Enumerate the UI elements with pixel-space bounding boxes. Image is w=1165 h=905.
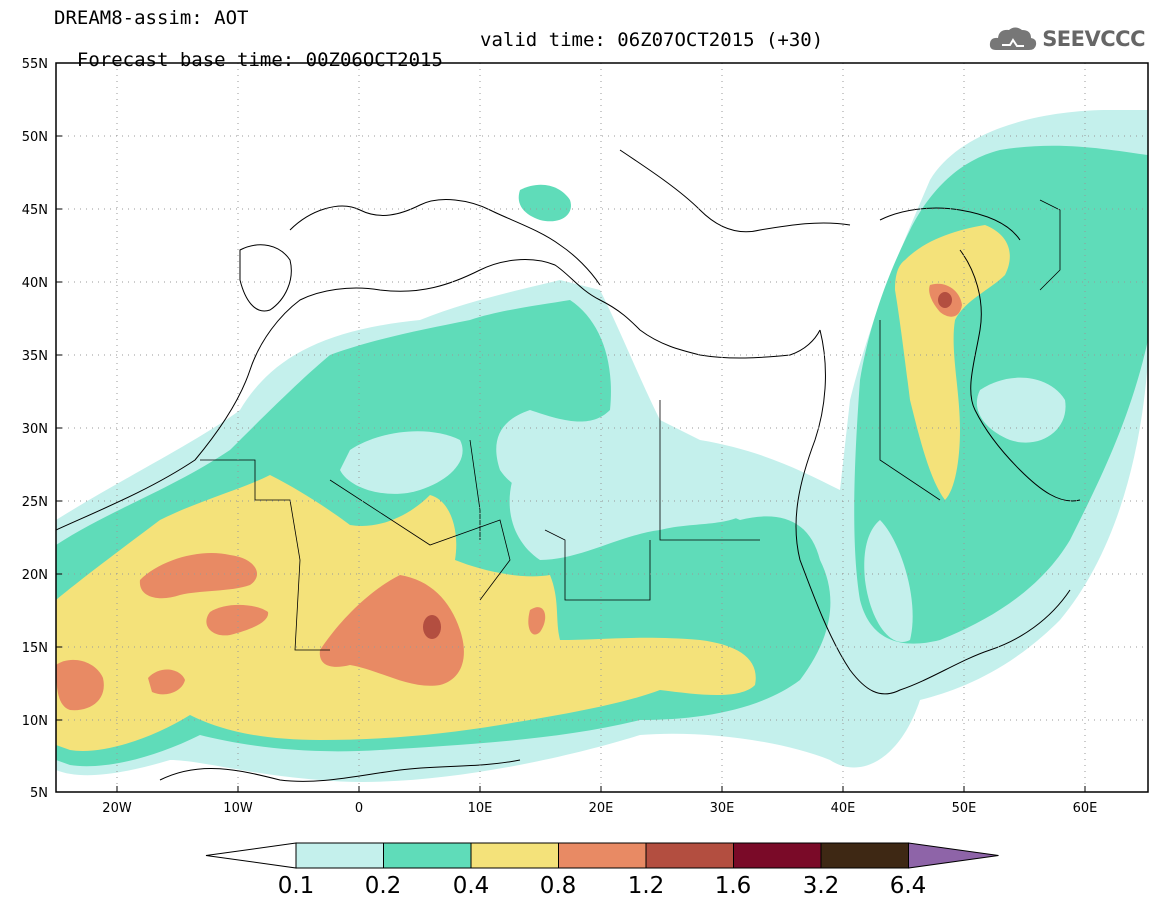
coastlines <box>56 149 1081 782</box>
aot-level-0.8 <box>56 283 962 711</box>
lon-label: 20E <box>589 801 614 816</box>
lon-label: 10W <box>223 801 253 816</box>
lon-label: 30E <box>710 801 735 816</box>
valid-time: valid time: 06Z07OCT2015 (+30) <box>480 29 824 51</box>
colorbar-label: 1.6 <box>715 873 752 899</box>
aot-level-0.1-holes <box>340 377 1066 642</box>
lon-label: 20W <box>102 801 132 816</box>
lat-label: 15N <box>22 641 48 656</box>
lon-label: 10E <box>468 801 493 816</box>
colorbar <box>205 842 999 869</box>
colorbar-labels: 0.1 0.2 0.4 0.8 1.2 1.6 3.2 6.4 <box>278 873 927 899</box>
graticule <box>56 63 1148 792</box>
colorbar-label: 6.4 <box>890 873 927 899</box>
lon-label: 0 <box>355 801 363 816</box>
lat-label: 20N <box>22 568 48 583</box>
colorbar-label: 0.1 <box>278 873 315 899</box>
colorbar-swatch <box>295 842 384 869</box>
lat-label: 35N <box>22 349 48 364</box>
colorbar-arrow-low <box>205 842 297 869</box>
longitude-labels: 20W 10W 0 10E 20E 30E 40E 50E 60E <box>102 801 1097 816</box>
lat-label: 55N <box>22 57 48 72</box>
lat-label: 45N <box>22 203 48 218</box>
lon-label: 50E <box>952 801 977 816</box>
colorbar-label: 3.2 <box>803 873 840 899</box>
seevccc-logo: SEEVCCC <box>988 24 1145 54</box>
forecast-time-line: Forecast base time: 00Z06OCT2015 valid t… <box>54 30 823 90</box>
colorbar-swatch <box>733 842 822 869</box>
colorbar-swatch <box>470 842 559 869</box>
colorbar-swatch <box>383 842 472 869</box>
logo-text: SEEVCCC <box>1042 27 1145 51</box>
colorbar-arrow-high <box>908 842 999 869</box>
colorbar-swatch <box>558 842 647 869</box>
base-time: Forecast base time: 00Z06OCT2015 <box>76 49 443 71</box>
lon-label: 40E <box>831 801 856 816</box>
country-borders <box>200 199 1061 651</box>
colorbar-label: 0.4 <box>453 873 490 899</box>
lat-label: 40N <box>22 276 48 291</box>
colorbar-label: 0.2 <box>365 873 402 899</box>
lat-label: 25N <box>22 495 48 510</box>
lat-label: 30N <box>22 422 48 437</box>
lon-label: 60E <box>1073 801 1098 816</box>
aot-level-1.2 <box>423 292 952 639</box>
latitude-labels: 55N 50N 45N 40N 35N 30N 25N 20N 15N 10N … <box>22 57 48 801</box>
tick-marks <box>56 62 1086 793</box>
colorbar-swatch <box>820 842 909 869</box>
aot-field <box>56 110 1148 782</box>
colorbar-label: 0.8 <box>540 873 577 899</box>
colorbar-label: 1.2 <box>628 873 665 899</box>
lat-label: 10N <box>22 714 48 729</box>
chart-title: DREAM8-assim: AOT <box>54 7 249 29</box>
lat-label: 50N <box>22 130 48 145</box>
lat-label: 5N <box>30 786 48 801</box>
cloud-icon <box>990 27 1037 50</box>
colorbar-swatch <box>645 842 734 869</box>
